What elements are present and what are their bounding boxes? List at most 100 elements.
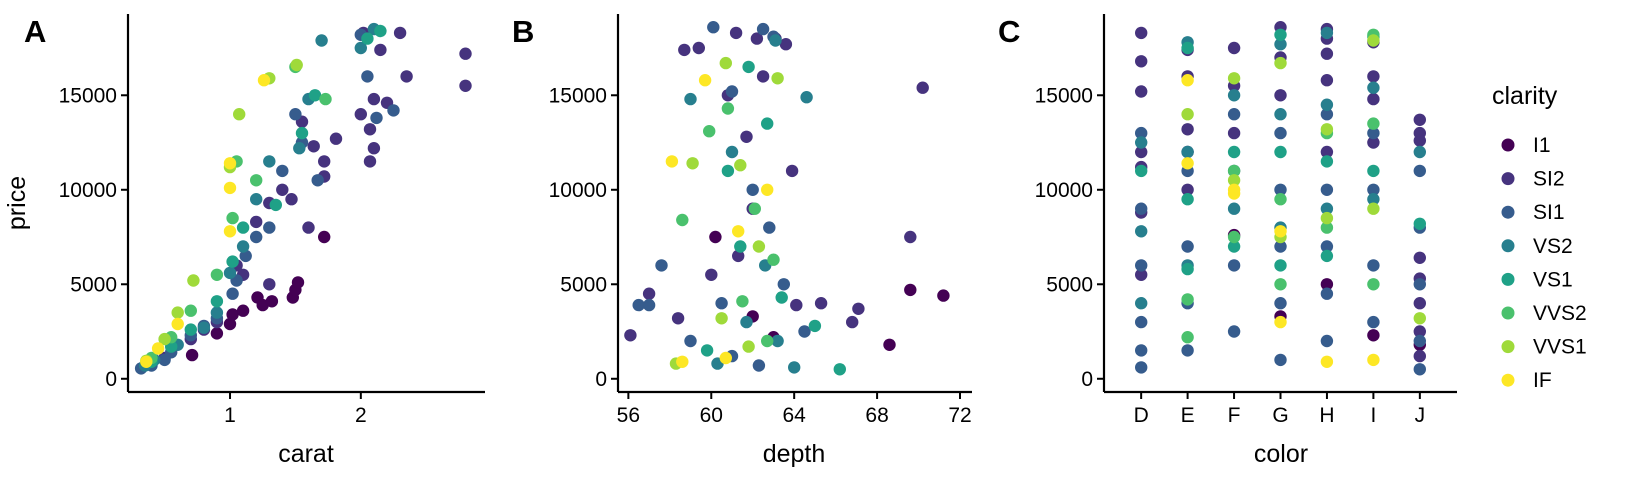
data-point: [265, 295, 279, 308]
data-point: [1227, 187, 1241, 200]
data-point: [302, 221, 315, 234]
data-point: [1227, 230, 1241, 244]
data-point: [1320, 334, 1334, 348]
data-point: [1227, 240, 1241, 253]
data-point: [1274, 193, 1287, 206]
data-point: [1413, 217, 1427, 230]
data-point: [725, 145, 739, 159]
data-point: [1320, 240, 1334, 253]
data-point: [370, 111, 383, 125]
x-tick-label: 1: [224, 404, 236, 427]
data-point: [1135, 26, 1148, 40]
data-point: [239, 249, 252, 263]
data-point: [400, 70, 413, 83]
data-point: [1367, 70, 1380, 83]
data-point: [771, 72, 784, 85]
data-point: [1135, 85, 1148, 98]
data-point: [1181, 41, 1194, 55]
data-point: [761, 117, 774, 130]
data-point: [151, 342, 165, 355]
data-point: [354, 108, 367, 121]
data-point: [236, 240, 250, 253]
data-point: [748, 202, 761, 215]
data-point: [732, 249, 745, 263]
legend-entries: I1 SI2 SI1 VS2 VS1 VVS2 VVS1 IF: [1501, 134, 1587, 392]
data-point: [767, 253, 780, 266]
panel-b-y-ticks: 0 5000 10000 15000: [549, 84, 618, 391]
data-point: [171, 306, 184, 319]
data-point: [257, 74, 271, 87]
data-point: [236, 221, 250, 234]
data-point: [785, 164, 799, 178]
data-point: [725, 85, 739, 98]
data-point: [374, 43, 387, 57]
data-point: [1135, 259, 1148, 272]
x-tick-label: 60: [700, 404, 723, 427]
y-tick-label: 0: [595, 368, 607, 391]
data-point: [750, 32, 764, 45]
legend-entry-label: VS2: [1533, 235, 1573, 258]
data-point: [761, 183, 774, 196]
data-point: [1135, 344, 1148, 357]
data-point: [1367, 315, 1380, 329]
data-point: [319, 92, 332, 106]
data-point: [1367, 126, 1380, 140]
data-point: [1413, 164, 1427, 178]
y-tick-label: 10000: [59, 179, 117, 202]
data-point: [761, 334, 774, 348]
data-point: [367, 142, 381, 155]
x-tick-label: 72: [948, 404, 971, 427]
data-point: [752, 240, 766, 253]
data-point: [769, 34, 782, 47]
data-point: [1227, 174, 1241, 187]
data-point: [732, 225, 745, 238]
data-point: [1367, 353, 1380, 367]
data-point: [1227, 164, 1241, 178]
data-point: [1181, 293, 1194, 306]
data-point: [1413, 312, 1427, 325]
y-tick-label: 15000: [1035, 84, 1093, 107]
data-point: [698, 74, 712, 87]
data-point: [624, 329, 637, 342]
legend-entry-label: SI1: [1533, 201, 1565, 224]
data-point: [1367, 117, 1380, 130]
data-point: [1135, 225, 1148, 238]
data-point: [1413, 145, 1427, 159]
data-point: [883, 338, 896, 351]
data-point: [1413, 251, 1427, 264]
data-point: [846, 315, 859, 329]
data-point: [1320, 183, 1334, 196]
y-tick-label: 5000: [560, 273, 607, 296]
panel-a-y-axis-title: price: [3, 176, 31, 230]
data-point: [1227, 259, 1241, 272]
legend-key-point: [1501, 306, 1515, 320]
data-point: [1227, 108, 1241, 121]
legend-key-point: [1501, 340, 1515, 354]
panel-b: B 0 5000 10000 15000 56 60 64 68 72 depth: [512, 14, 972, 468]
data-point: [771, 334, 784, 348]
y-tick-label: 5000: [1046, 273, 1093, 296]
data-point: [1181, 183, 1194, 196]
data-point: [250, 174, 263, 187]
data-point: [1320, 278, 1334, 291]
data-point: [740, 315, 753, 329]
data-point: [210, 306, 224, 319]
data-point: [1367, 202, 1380, 215]
data-point: [790, 298, 803, 312]
data-point: [736, 295, 749, 308]
data-point: [1227, 145, 1241, 159]
legend-entry-label: IF: [1533, 369, 1552, 392]
data-point: [263, 155, 276, 168]
data-point: [1274, 353, 1287, 367]
data-point: [1274, 240, 1287, 253]
y-tick-label: 10000: [1035, 179, 1093, 202]
data-point: [1181, 240, 1194, 253]
data-point: [1274, 183, 1287, 196]
data-point: [1274, 108, 1287, 121]
data-point: [763, 221, 776, 234]
data-point: [250, 193, 263, 206]
panel-tag-c: C: [998, 14, 1020, 49]
data-point: [269, 198, 282, 212]
data-point: [318, 230, 331, 244]
